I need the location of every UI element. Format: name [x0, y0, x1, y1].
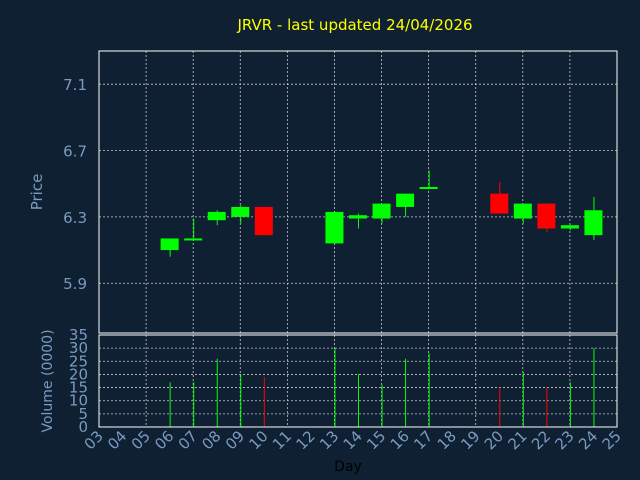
candle	[325, 211, 344, 244]
volume-tick-label: 5	[78, 405, 88, 423]
candle-body	[490, 193, 509, 214]
candle-body	[325, 211, 344, 244]
volume-tick-label: 20	[69, 365, 88, 383]
candle-body	[513, 203, 532, 219]
volume-axis-label: Volume (0000)	[40, 329, 56, 432]
price-tick-label: 7.1	[63, 76, 87, 94]
candle	[349, 213, 367, 229]
volume-tick-label: 35	[69, 326, 88, 344]
candle-body	[372, 203, 391, 219]
volume-tick-label: 0	[78, 418, 88, 436]
volume-tick-label: 15	[69, 379, 88, 397]
price-grid	[99, 51, 617, 333]
candle-body	[419, 187, 438, 190]
candle	[231, 205, 250, 224]
candle	[419, 170, 438, 190]
candle	[160, 238, 179, 257]
volume-tick-label: 25	[69, 352, 88, 370]
candle-body	[349, 215, 367, 219]
candle-body	[207, 211, 226, 221]
candle	[513, 203, 532, 224]
candle	[560, 225, 579, 231]
candle	[537, 203, 556, 232]
candle-body	[231, 206, 250, 217]
candle	[584, 196, 603, 241]
candle	[207, 210, 226, 226]
price-tick-labels: 5.9 6.3 6.7 7.1	[63, 76, 87, 293]
chart-title: JRVR - last updated 24/04/2026	[236, 16, 472, 34]
candles	[160, 170, 603, 257]
candle	[372, 203, 391, 224]
volume-panel-frame	[98, 334, 618, 428]
candle-body	[160, 238, 179, 251]
price-tick-label: 5.9	[63, 275, 87, 293]
price-axis-label: Price	[28, 174, 46, 211]
price-tick-label: 6.7	[63, 143, 87, 161]
candle	[254, 206, 273, 236]
volume-tick-label: 30	[69, 339, 88, 357]
volume-tick-label: 10	[69, 392, 88, 410]
day-tick-labels: 0304050607080910111213141516171819202122…	[81, 427, 625, 453]
price-panel-frame	[98, 50, 618, 334]
candle-body	[184, 238, 203, 241]
x-axis-label: Day	[334, 459, 362, 475]
candle-body	[537, 203, 556, 229]
candle	[396, 193, 415, 217]
candle-body	[396, 193, 415, 207]
candle-body	[254, 206, 273, 236]
volume-bars	[169, 348, 595, 427]
candle	[490, 182, 509, 214]
candle	[184, 218, 203, 241]
candle-body	[560, 225, 579, 229]
price-tick-label: 6.3	[63, 209, 87, 227]
candle-body	[584, 210, 603, 236]
